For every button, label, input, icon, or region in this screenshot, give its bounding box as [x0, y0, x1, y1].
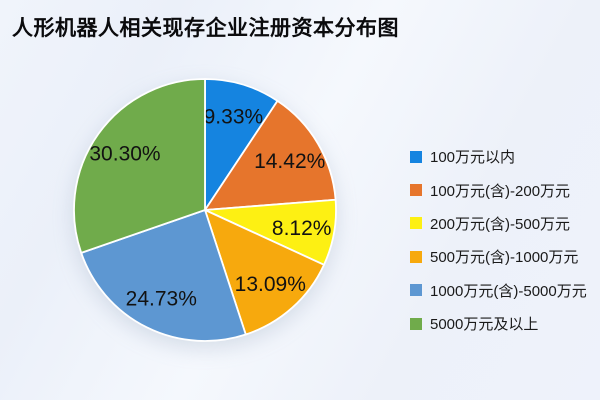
legend-item: 5000万元及以上	[410, 307, 587, 340]
legend-label: 100万元(含)-200万元	[430, 182, 571, 200]
legend-swatch-icon	[410, 184, 422, 197]
pie-slice-label: 13.09%	[235, 273, 306, 296]
legend-swatch-icon	[410, 250, 422, 263]
legend: 100万元以内 100万元(含)-200万元 200万元(含)-500万元 500万元…	[410, 140, 587, 340]
pie-slice-5	[73, 78, 206, 254]
pie-slice-label: 24.73%	[126, 288, 197, 311]
legend-label: 100万元以内	[430, 149, 516, 167]
pie-slice-label: 30.30%	[89, 143, 160, 166]
pie-slice-label: 14.42%	[254, 150, 325, 173]
legend-item: 100万元以内	[410, 140, 587, 173]
legend-swatch-icon	[410, 150, 422, 163]
legend-label: 500万元(含)-1000万元	[430, 249, 579, 267]
pie-slice-0	[204, 78, 279, 211]
legend-label: 1000万元(含)-5000万元	[430, 282, 587, 300]
chart-title: 人形机器人相关现存企业注册资本分布图	[12, 17, 399, 40]
legend-label: 5000万元及以上	[430, 316, 539, 334]
legend-item: 200万元(含)-500万元	[410, 207, 587, 240]
legend-item: 500万元(含)-1000万元	[410, 240, 587, 273]
legend-swatch-icon	[410, 317, 422, 330]
pie-slice-label: 9.33%	[204, 105, 264, 128]
pie-slice-1	[204, 99, 337, 211]
legend-item: 1000万元(含)-5000万元	[410, 274, 587, 307]
pie-slice-3	[204, 209, 325, 336]
legend-label: 200万元(含)-500万元	[430, 215, 571, 233]
legend-item: 100万元(含)-200万元	[410, 173, 587, 206]
pie-slice-4	[80, 209, 247, 342]
legend-swatch-icon	[410, 217, 422, 230]
legend-swatch-icon	[410, 284, 422, 297]
pie-slice-label: 8.12%	[272, 217, 332, 240]
